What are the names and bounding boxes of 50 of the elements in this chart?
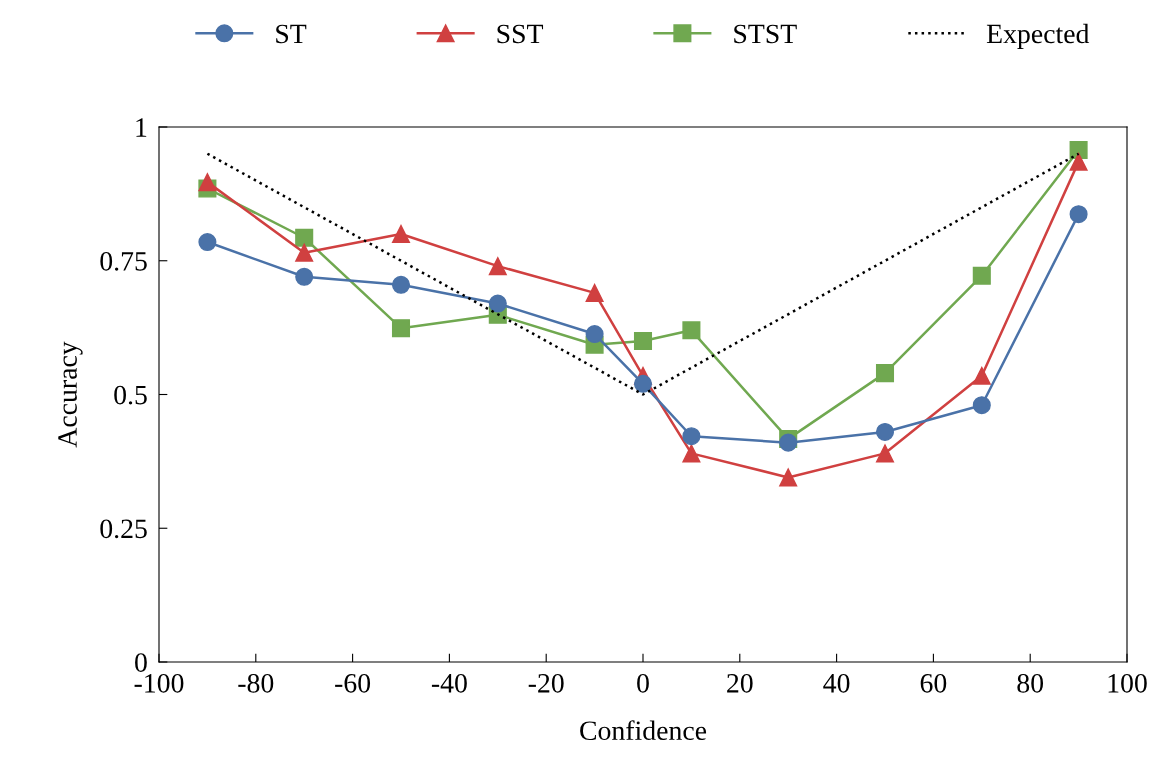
x-tick-label: -60 xyxy=(335,673,371,693)
legend-label: SST xyxy=(497,24,544,44)
x-tick-label: 0 xyxy=(637,673,649,693)
legend-label: ST xyxy=(276,24,307,44)
point xyxy=(488,294,507,313)
point xyxy=(585,283,604,302)
legend-label: Expected xyxy=(986,23,1090,49)
x-tick-label: 60 xyxy=(920,673,947,693)
point xyxy=(875,422,895,441)
point xyxy=(633,374,653,393)
point xyxy=(972,366,991,385)
point xyxy=(1069,140,1088,160)
y-tick-label: 0.25 xyxy=(100,519,147,539)
point xyxy=(488,257,507,276)
x-tick-label: -80 xyxy=(238,673,274,693)
point xyxy=(779,468,798,487)
point xyxy=(875,444,895,463)
point xyxy=(391,319,411,338)
x-tick-label: 40 xyxy=(823,673,850,693)
point xyxy=(779,433,798,452)
y-axis-title: Accuracy xyxy=(58,341,83,448)
point xyxy=(1069,152,1088,171)
y-tick-label: 0.5 xyxy=(114,385,147,405)
point xyxy=(875,364,895,383)
point xyxy=(585,325,604,344)
point xyxy=(682,427,701,446)
x-tick-label: -40 xyxy=(431,673,467,693)
point xyxy=(972,266,991,285)
point xyxy=(682,321,701,340)
point xyxy=(391,224,411,244)
x-tick-label: 100 xyxy=(1108,673,1147,693)
point xyxy=(972,396,991,415)
legend-label: STST xyxy=(734,24,797,44)
point xyxy=(391,275,411,294)
y-tick-label: 1 xyxy=(136,118,147,137)
y-tick-label: 0.75 xyxy=(100,251,147,271)
y-tick-label: 0 xyxy=(135,653,147,672)
point xyxy=(295,267,314,286)
x-tick-label: -100 xyxy=(134,673,184,693)
x-tick-label: 20 xyxy=(727,673,753,693)
x-tick-label: 80 xyxy=(1017,673,1044,693)
point xyxy=(1069,205,1088,224)
point xyxy=(198,232,217,252)
point xyxy=(295,243,314,262)
x-tick-label: -20 xyxy=(528,673,564,693)
point xyxy=(295,228,314,247)
point xyxy=(633,331,653,351)
point xyxy=(198,173,217,192)
x-axis-title: Confidence xyxy=(580,720,707,741)
point xyxy=(682,444,701,463)
